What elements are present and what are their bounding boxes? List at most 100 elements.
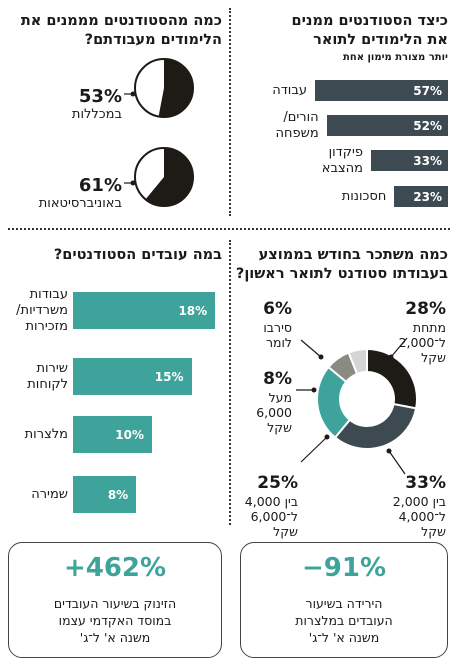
donut-leader-dot xyxy=(324,434,330,440)
salary-title-line: כמה משתכר בחודש בממוצע xyxy=(258,247,448,263)
pie-leader-dot xyxy=(130,180,136,186)
financing-category-line: מהצבא xyxy=(321,160,363,176)
donut-category-label: בין 4,000 ל־6,000 שקל xyxy=(238,494,298,539)
pie-percent-label: 53% xyxy=(78,86,122,107)
financing-bar-value: 57% xyxy=(413,83,442,98)
financing-bar: 33% xyxy=(371,150,448,171)
donut-leader-dot xyxy=(318,354,324,360)
callout-text-line: הזינוק בשיעור העובדים xyxy=(53,596,177,611)
donut-category-line: בין 2,000 xyxy=(392,494,446,509)
pie-leader-dot xyxy=(130,91,136,97)
jobs-bar-value: 15% xyxy=(154,369,184,384)
donut-category-line: סירבו xyxy=(263,320,292,335)
financing-category-label: הורים/משפחה xyxy=(238,110,319,142)
jobs-category-label: מלצרות xyxy=(8,427,68,443)
donut-category-line: מתחת xyxy=(412,320,446,335)
work-funding-title-line: הלימודים מעבודתם? xyxy=(84,32,222,48)
donut-category-line: 6,000 xyxy=(256,405,292,420)
donut-slice xyxy=(327,351,359,384)
financing-bar: 57% xyxy=(315,80,448,101)
jobs-bar: 10% xyxy=(73,416,152,453)
divider-vertical-top xyxy=(229,8,231,216)
donut-leader xyxy=(388,450,406,475)
jobs-bar: 18% xyxy=(73,292,216,329)
financing-bar-value: 52% xyxy=(413,118,442,133)
work-funding-title-line: כמה מהסטודנטים מממנים את xyxy=(20,13,222,29)
jobs-category-line: מלצרות xyxy=(24,426,68,442)
financing-category-line: פיקדון xyxy=(328,144,363,160)
financing-subtitle: יותר מצורת מימון אחת xyxy=(343,52,448,63)
donut-category-line: לומר xyxy=(265,335,292,350)
jobs-bar-value: 10% xyxy=(115,427,144,442)
donut-category-line: שקל xyxy=(267,420,292,435)
jobs-title: במה עובדים הסטודנטים? xyxy=(53,247,222,263)
donut-category-label: סירבו לומר xyxy=(238,320,292,350)
financing-title-line: כיצד הסטודנטים ממנים xyxy=(291,13,448,29)
callout-box-waitressing: −91% הירידה בשיעור העובדים במלצרות משנה … xyxy=(240,542,448,658)
financing-bar: 23% xyxy=(394,186,448,207)
donut-category-line: ל־6,000 שקל xyxy=(250,509,298,539)
jobs-bar-value: 8% xyxy=(107,487,129,502)
pie-percent-label: 61% xyxy=(78,175,122,196)
callout-text-line: במוסד האקדמי עצמו xyxy=(58,613,172,628)
callout-box-university-jobs: +462% הזינוק בשיעור העובדים במוסד האקדמי… xyxy=(8,542,222,658)
jobs-category-line: עבודות xyxy=(29,286,68,302)
financing-bar-value: 33% xyxy=(413,153,442,168)
jobs-category-line: שירות xyxy=(36,360,68,376)
jobs-category-line: מזכירות xyxy=(25,318,68,334)
donut-category-label: מעל 6,000 שקל xyxy=(238,390,292,435)
financing-category-label: פיקדון מהצבא xyxy=(238,145,363,177)
pie-category-label: באוניברסיטאות xyxy=(38,196,122,211)
callout-value: +462% xyxy=(63,553,167,583)
pie-svg xyxy=(124,58,194,118)
donut-category-line: ל־2,000 שקל xyxy=(398,335,446,365)
financing-bar-value: 23% xyxy=(413,189,442,204)
salary-title-line: בעבודתו סטודנט לתואר ראשון? xyxy=(235,266,448,282)
jobs-category-label: שירות לקוחות xyxy=(8,361,68,393)
divider-vertical-bottom xyxy=(229,240,231,525)
donut-percent-label: 33% xyxy=(405,473,446,493)
salary-title: כמה משתכר בחודש בממוצע בעבודתו סטודנט לת… xyxy=(233,246,448,284)
jobs-bar: 8% xyxy=(73,476,137,513)
callout-text-line: הירידה בשיעור xyxy=(305,596,383,611)
donut-category-line: מעל xyxy=(268,390,292,405)
jobs-category-label: עבודות משרדיות/מזכירות xyxy=(8,287,68,335)
financing-category-line: הורים/ xyxy=(283,109,319,125)
jobs-bar-value: 18% xyxy=(178,303,208,318)
donut-leader xyxy=(300,339,322,358)
donut-slice xyxy=(333,402,418,450)
work-funding-title: כמה מהסטודנטים מממנים את הלימודים מעבודת… xyxy=(10,12,222,50)
jobs-category-label: שמירה xyxy=(8,487,68,503)
financing-category-label: עבודה xyxy=(238,83,307,99)
donut-percent-label: 28% xyxy=(405,299,446,319)
financing-category-line: חסכונות xyxy=(341,188,387,204)
financing-category-line: עבודה xyxy=(272,82,307,98)
financing-bar: 52% xyxy=(326,115,448,136)
donut-leader-dot xyxy=(386,448,392,454)
jobs-category-line: לקוחות xyxy=(27,376,68,392)
financing-title-line: את הלימודים לתואר xyxy=(313,32,448,48)
callout-text-line: משנה א' ל־ג' xyxy=(308,630,380,645)
financing-category-label: חסכונות xyxy=(238,188,387,205)
donut-leader-dot xyxy=(311,387,317,393)
donut-leader xyxy=(300,436,328,463)
pie-slice xyxy=(158,59,194,118)
donut-percent-label: 8% xyxy=(263,369,292,389)
donut-category-label: מתחת ל־2,000 שקל xyxy=(378,320,446,365)
callout-value: −91% xyxy=(301,553,387,583)
jobs-bar: 15% xyxy=(73,358,192,395)
financing-category-line: משפחה xyxy=(275,125,319,141)
divider-horizontal-middle xyxy=(8,228,450,230)
jobs-category-line: משרדיות/ xyxy=(16,302,68,318)
pie-category-label: במכללות xyxy=(71,107,122,122)
donut-slice xyxy=(347,347,368,376)
donut-category-line: בין 4,000 xyxy=(244,494,298,509)
jobs-category-line: שמירה xyxy=(31,486,68,502)
pie-slice xyxy=(145,148,193,206)
donut-category-line: ל־4,000 שקל xyxy=(398,509,446,539)
donut-percent-label: 6% xyxy=(263,299,292,319)
callout-text-line: משנה א' ל־ג' xyxy=(79,630,151,645)
pie-svg xyxy=(124,147,194,207)
donut-category-label: בין 2,000 ל־4,000 שקל xyxy=(378,494,446,539)
donut-slice xyxy=(316,365,352,439)
